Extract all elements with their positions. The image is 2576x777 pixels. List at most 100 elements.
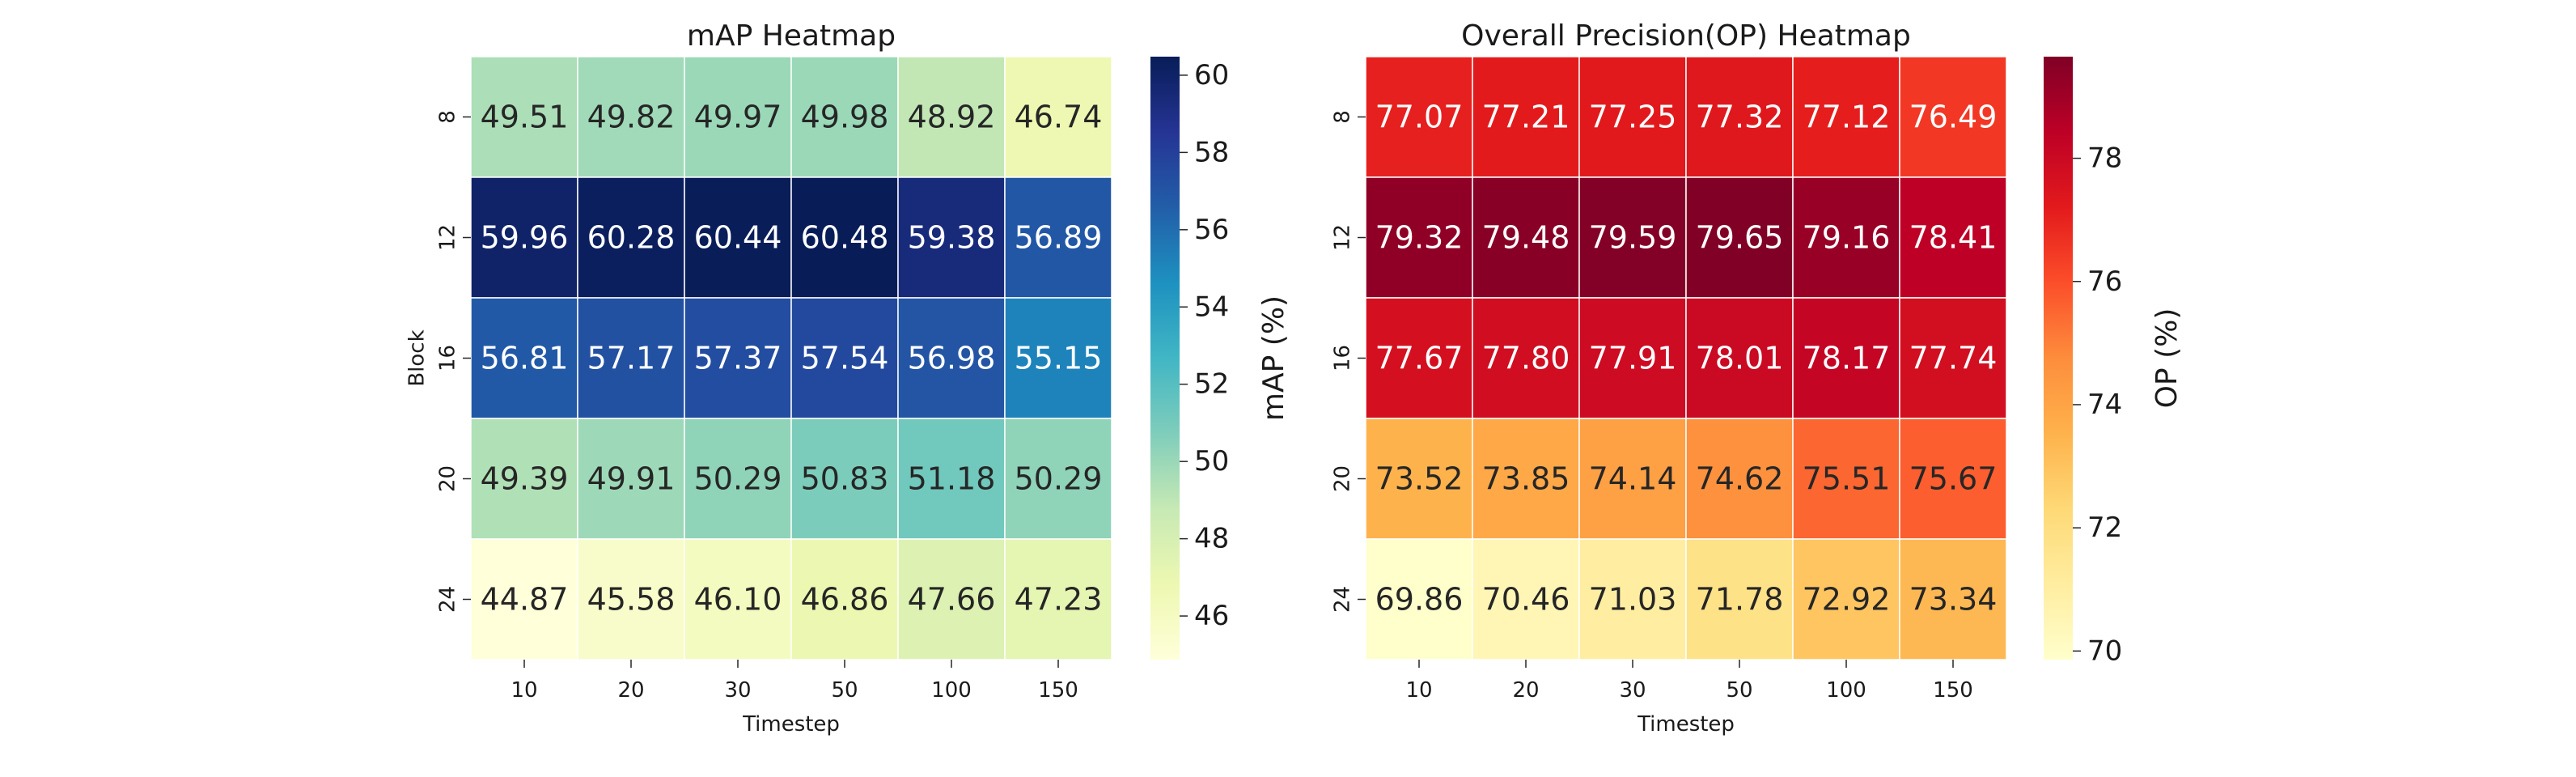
heatmap-cell: [577, 176, 685, 299]
cell-value-label: 60.48: [801, 220, 889, 256]
x-tick-label: 20: [617, 678, 644, 703]
x-tick-label: 150: [1933, 678, 1973, 703]
cell-value-label: 56.98: [908, 341, 996, 376]
heatmap-cell: [1472, 418, 1580, 540]
x-tick-label: 10: [511, 678, 537, 703]
cell-value-label: 79.59: [1589, 220, 1677, 256]
chart-title: mAP Heatmap: [687, 19, 896, 53]
cell-value-label: 77.32: [1696, 100, 1784, 135]
x-tick-label: 30: [724, 678, 751, 703]
y-axis-label: Block: [405, 329, 430, 386]
colorbar-tick-label: 48: [1194, 523, 1229, 555]
chart-title: Overall Precision(OP) Heatmap: [1461, 19, 1911, 53]
colorbar-label: OP (%): [2150, 308, 2184, 409]
heatmap-cell: [577, 418, 685, 540]
heatmap-cell: [1004, 176, 1112, 299]
cell-value-label: 72.92: [1803, 582, 1891, 618]
cell-value-label: 49.97: [694, 100, 782, 135]
heatmap-cell: [1685, 56, 1794, 178]
colorbar: [2044, 57, 2073, 660]
x-tick-label: 150: [1038, 678, 1078, 703]
cell-value-label: 77.07: [1375, 100, 1464, 135]
cell-value-label: 60.44: [694, 220, 782, 256]
heatmap-cell: [470, 56, 578, 178]
y-tick-label: 24: [436, 586, 460, 613]
cell-value-label: 79.48: [1482, 220, 1570, 256]
heatmap-cell: [1899, 418, 2007, 540]
cell-value-label: 49.91: [587, 461, 676, 497]
colorbar-tick-label: 74: [2087, 388, 2122, 421]
y-tick-label: 16: [1331, 345, 1355, 372]
cell-value-label: 47.66: [908, 582, 996, 618]
heatmap-cell: [470, 297, 578, 419]
y-tick-label: 24: [1331, 586, 1355, 613]
cell-value-label: 50.29: [1015, 461, 1103, 497]
heatmap-cell: [1004, 538, 1112, 660]
colorbar-tick-label: 72: [2087, 512, 2122, 544]
cell-value-label: 60.28: [587, 220, 676, 256]
cell-value-label: 69.86: [1375, 582, 1464, 618]
heatmap-cell: [1685, 418, 1794, 540]
colorbar: [1150, 57, 1180, 660]
x-tick-label: 20: [1512, 678, 1539, 703]
cell-value-label: 74.62: [1696, 461, 1784, 497]
cell-value-label: 77.67: [1375, 341, 1464, 376]
heatmap-cell: [1792, 297, 1900, 419]
heatmap-cell: [897, 56, 1006, 178]
y-tick-label: 12: [1331, 224, 1355, 251]
cell-value-label: 78.41: [1909, 220, 1998, 256]
x-tick-label: 30: [1619, 678, 1646, 703]
cell-value-label: 73.52: [1375, 461, 1464, 497]
heatmap-cell: [790, 56, 899, 178]
colorbar-tick-label: 60: [1194, 59, 1229, 91]
colorbar-tick-label: 52: [1194, 368, 1229, 401]
heatmap-cell: [684, 418, 792, 540]
heatmap-cell: [790, 538, 899, 660]
heatmap-cell: [1004, 418, 1112, 540]
heatmap-cell: [1578, 418, 1687, 540]
y-tick-label: 20: [436, 465, 460, 492]
x-tick-label: 100: [931, 678, 972, 703]
cell-value-label: 56.89: [1015, 220, 1103, 256]
cell-value-label: 49.82: [587, 100, 676, 135]
heatmap-cell: [897, 538, 1006, 660]
cell-value-label: 47.23: [1015, 582, 1103, 618]
y-tick-label: 12: [436, 224, 460, 251]
cell-value-label: 71.78: [1696, 582, 1784, 618]
heatmap-cell: [684, 297, 792, 419]
cell-value-label: 57.54: [801, 341, 889, 376]
x-tick-label: 50: [1726, 678, 1752, 703]
heatmap-cell: [1578, 56, 1687, 178]
y-tick-label: 8: [1331, 110, 1355, 124]
heatmap-cell: [1899, 297, 2007, 419]
heatmap-cell: [790, 176, 899, 299]
colorbar-tick-label: 50: [1194, 445, 1229, 478]
cell-value-label: 79.16: [1803, 220, 1891, 256]
cell-value-label: 70.46: [1482, 582, 1570, 618]
cell-value-label: 49.98: [801, 100, 889, 135]
cell-value-label: 57.17: [587, 341, 676, 376]
heatmap-cell: [1685, 297, 1794, 419]
cell-value-label: 51.18: [908, 461, 996, 497]
heatmap-cell: [684, 538, 792, 660]
cell-value-label: 78.01: [1696, 341, 1784, 376]
cell-value-label: 79.65: [1696, 220, 1784, 256]
heatmap-cell: [1472, 176, 1580, 299]
heatmap-cell: [577, 297, 685, 419]
heatmap-cell: [1578, 176, 1687, 299]
cell-value-label: 46.86: [801, 582, 889, 618]
heatmap-cell: [684, 56, 792, 178]
heatmap-cell: [1472, 56, 1580, 178]
cell-value-label: 77.12: [1803, 100, 1891, 135]
cell-value-label: 75.51: [1803, 461, 1891, 497]
x-tick-label: 10: [1405, 678, 1432, 703]
colorbar-tick-label: 76: [2087, 265, 2122, 298]
cell-value-label: 56.81: [481, 341, 569, 376]
cell-value-label: 78.17: [1803, 341, 1891, 376]
cell-value-label: 77.25: [1589, 100, 1677, 135]
cell-value-label: 76.49: [1909, 100, 1998, 135]
heatmap-cell: [790, 418, 899, 540]
cell-value-label: 73.34: [1909, 582, 1998, 618]
cell-value-label: 49.39: [481, 461, 569, 497]
heatmap-cell: [1792, 538, 1900, 660]
